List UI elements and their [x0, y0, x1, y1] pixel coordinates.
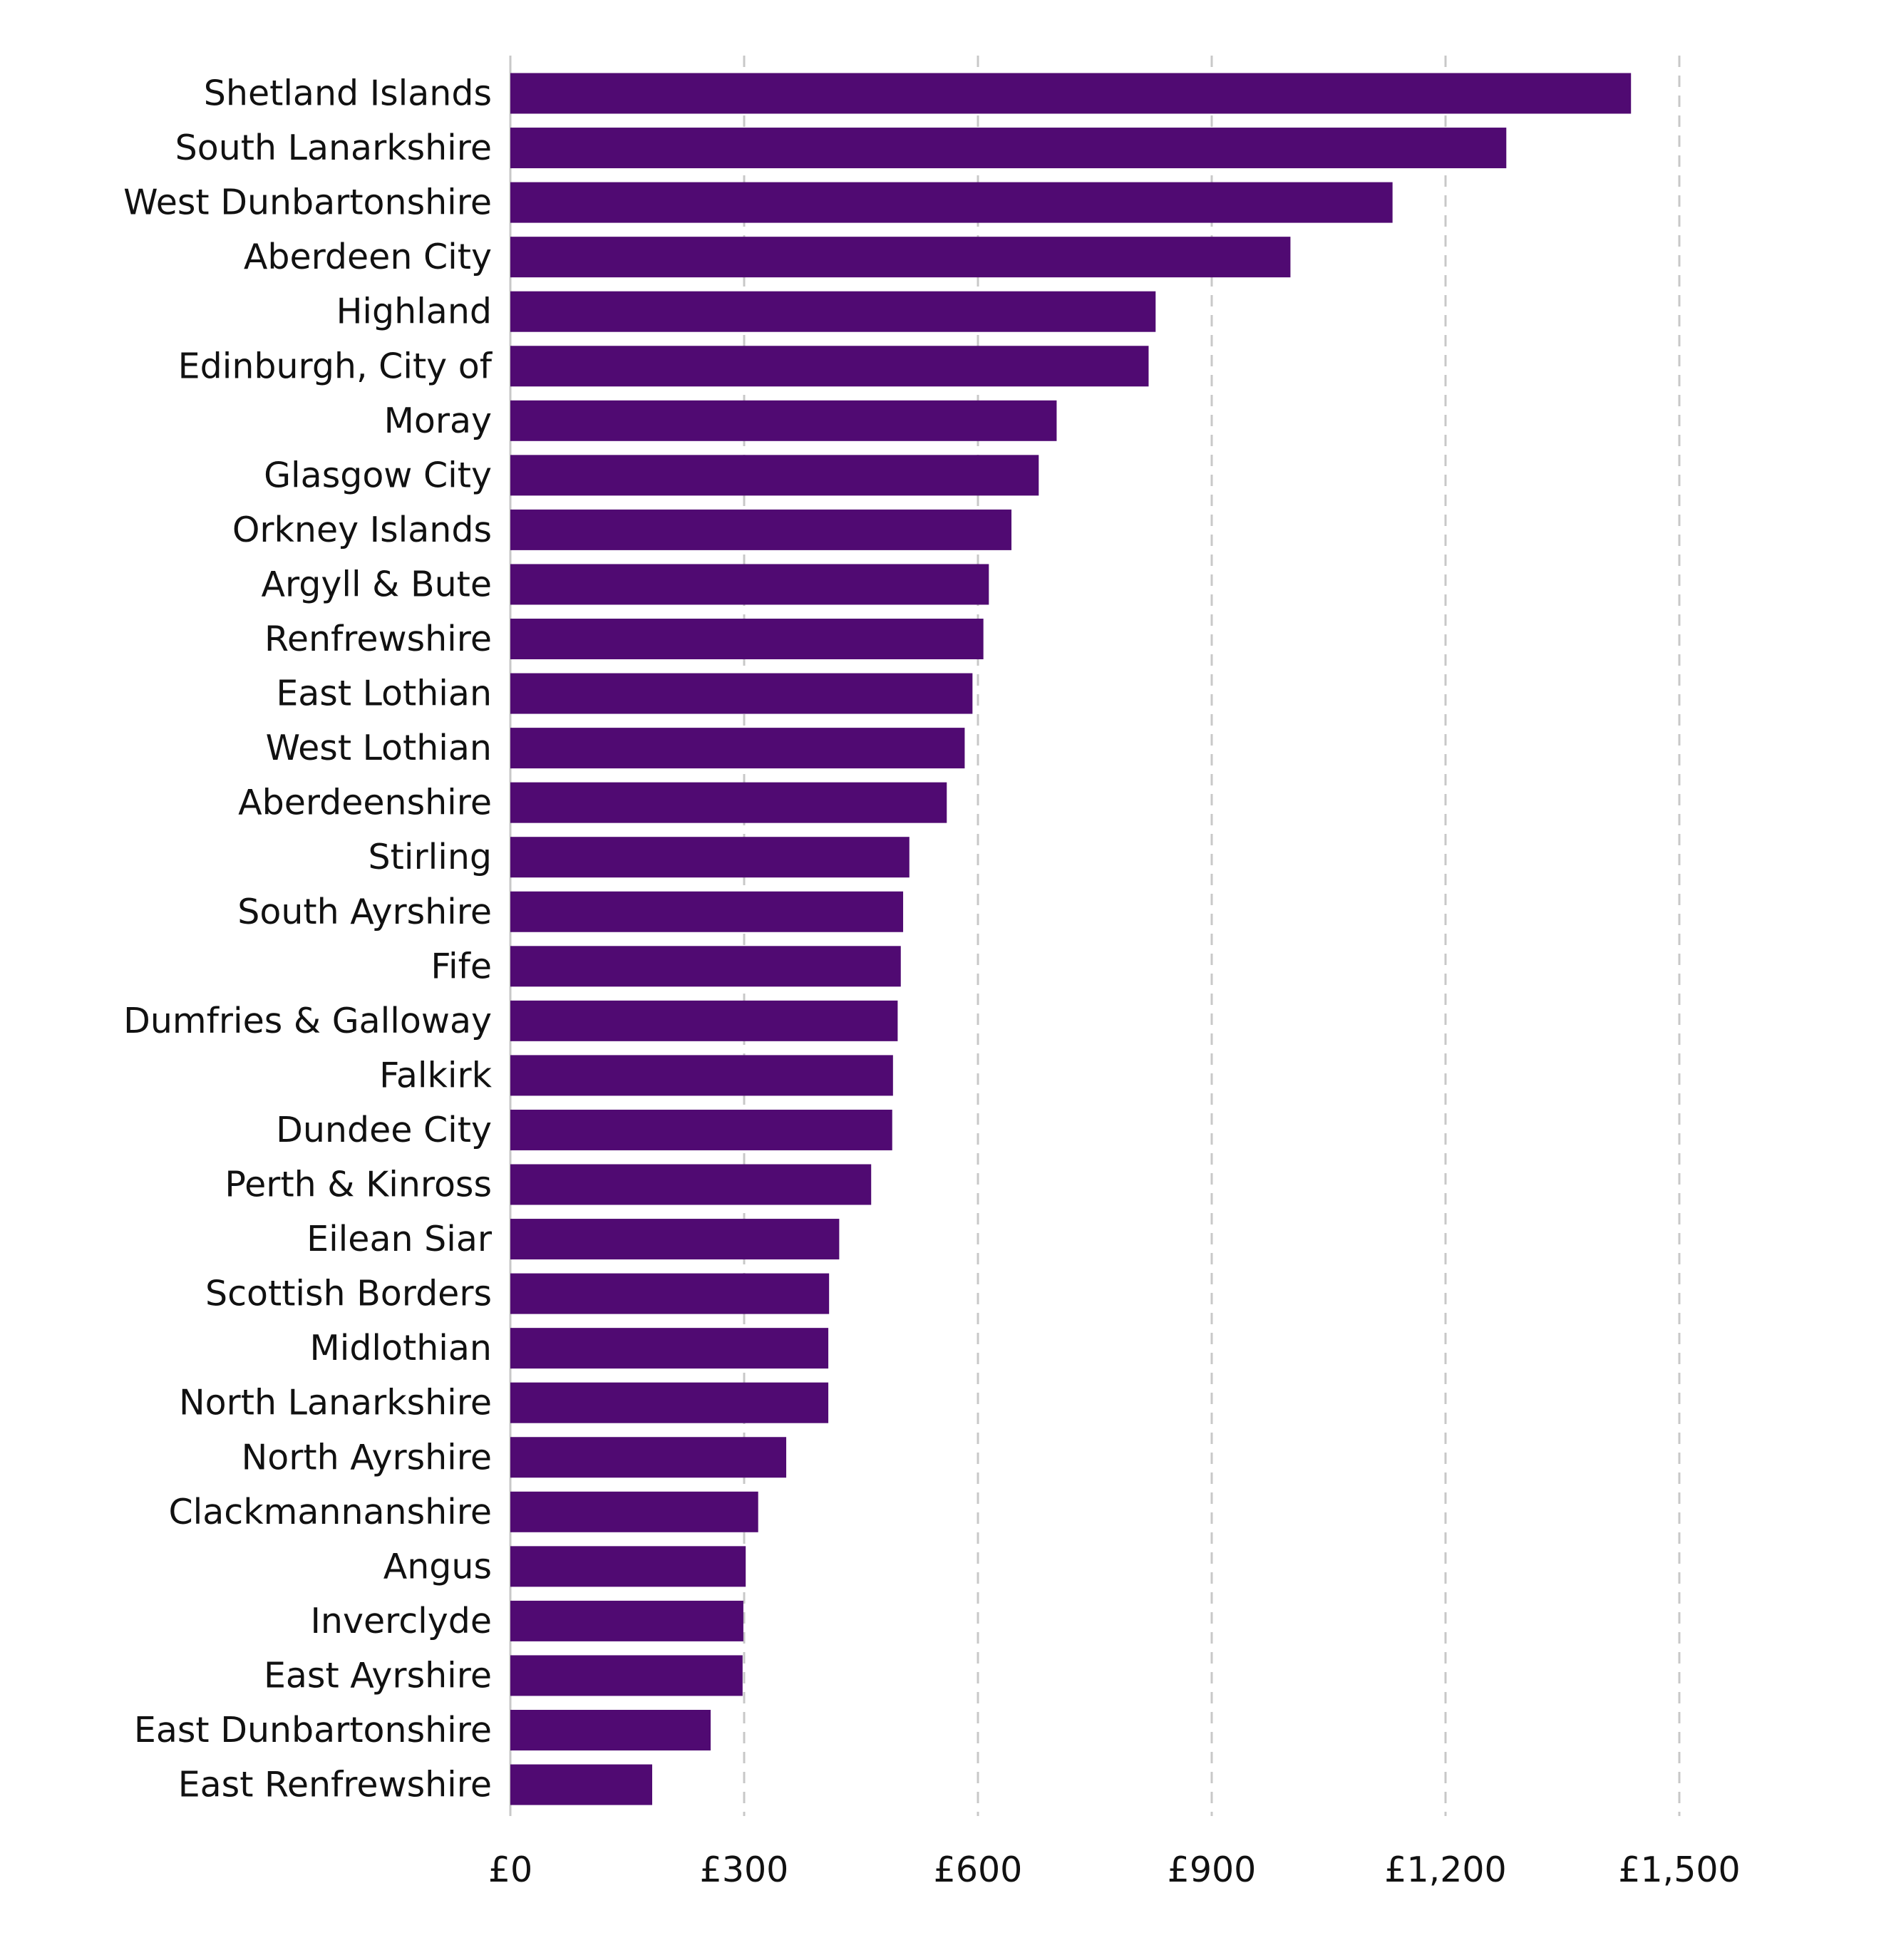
category-label: Argyll & Bute — [261, 564, 492, 604]
bar — [510, 1710, 711, 1750]
bar — [510, 1655, 743, 1696]
category-label: South Ayrshire — [237, 892, 492, 932]
bar — [510, 946, 901, 987]
bar — [510, 1164, 872, 1205]
category-label: Inverclyde — [310, 1601, 492, 1641]
bar — [510, 291, 1156, 332]
category-label: East Ayrshire — [264, 1655, 492, 1696]
bar — [510, 891, 904, 932]
category-label: West Dunbartonshire — [123, 182, 492, 223]
bar — [510, 837, 910, 878]
category-label: Aberdeen City — [244, 237, 492, 277]
bar — [510, 564, 989, 605]
bar — [510, 455, 1039, 496]
category-label: North Ayrshire — [242, 1437, 492, 1477]
category-label: South Lanarkshire — [175, 128, 492, 168]
x-tick-label: £300 — [700, 1850, 789, 1890]
category-label: Scottish Borders — [205, 1274, 492, 1314]
category-label: North Lanarkshire — [179, 1383, 492, 1423]
category-label: Edinburgh, City of — [178, 346, 493, 386]
category-label: East Lothian — [276, 674, 492, 714]
category-label: West Lothian — [266, 728, 492, 768]
x-tick-label: £600 — [934, 1850, 1023, 1890]
category-label: East Renfrewshire — [178, 1765, 492, 1805]
category-label: Dumfries & Galloway — [123, 1001, 492, 1041]
category-label: Dundee City — [276, 1110, 492, 1150]
bar — [510, 1764, 652, 1805]
x-tick-label: £1,200 — [1384, 1850, 1506, 1890]
category-label: Eilean Siar — [306, 1219, 493, 1259]
category-label: Perth & Kinross — [225, 1165, 492, 1205]
bar — [510, 1546, 746, 1587]
category-label: Moray — [384, 401, 492, 441]
category-label: Clackmannanshire — [168, 1492, 492, 1532]
bar — [510, 182, 1393, 223]
bar — [510, 1273, 830, 1314]
category-label: Stirling — [369, 837, 492, 877]
bar — [510, 1382, 829, 1423]
bar — [510, 1219, 840, 1260]
category-label: East Dunbartonshire — [134, 1710, 492, 1750]
bar — [510, 346, 1149, 387]
category-label: Aberdeenshire — [238, 783, 492, 823]
category-label: Highland — [336, 292, 492, 332]
bar — [510, 728, 965, 769]
bar — [510, 509, 1012, 550]
bar — [510, 1055, 893, 1096]
category-label: Fife — [431, 946, 492, 986]
bar — [510, 128, 1507, 169]
x-tick-label: £1,500 — [1618, 1850, 1740, 1890]
bars — [510, 73, 1632, 1805]
category-label: Shetland Islands — [204, 73, 492, 114]
bar — [510, 619, 984, 659]
bar — [510, 1000, 898, 1041]
category-labels: Shetland Islands South Lanarkshire West Du… — [123, 73, 493, 1805]
bar — [510, 1491, 758, 1532]
bar — [510, 1328, 829, 1369]
bar — [510, 1600, 743, 1641]
x-tick-label: £900 — [1168, 1850, 1257, 1890]
category-label: Orkney Islands — [232, 510, 492, 550]
bar — [510, 1109, 892, 1150]
bar — [510, 73, 1632, 114]
category-label: Angus — [383, 1546, 492, 1587]
category-label: Renfrewshire — [264, 619, 492, 659]
bar — [510, 1437, 787, 1478]
category-label: Falkirk — [379, 1055, 492, 1095]
bar — [510, 673, 973, 714]
bar — [510, 400, 1057, 441]
x-axis-tick-labels: £0 £300 £600 £900 £1,200 £1,500 — [488, 1850, 1741, 1890]
x-tick-label: £0 — [488, 1850, 532, 1890]
category-label: Midlothian — [309, 1328, 492, 1368]
bar — [510, 237, 1291, 278]
bar — [510, 782, 947, 823]
category-label: Glasgow City — [264, 455, 492, 495]
